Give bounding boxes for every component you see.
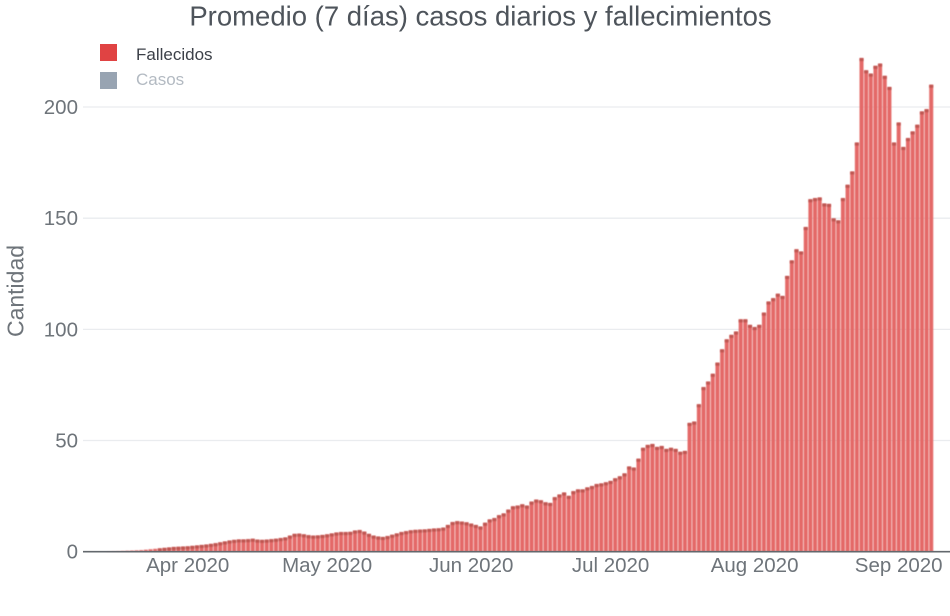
- svg-text:200: 200: [44, 96, 78, 119]
- svg-text:100: 100: [44, 318, 78, 341]
- svg-text:0: 0: [67, 541, 78, 564]
- svg-text:Cantidad: Cantidad: [3, 245, 29, 337]
- svg-text:Fallecidos: Fallecidos: [136, 45, 213, 64]
- svg-text:Apr 2020: Apr 2020: [146, 554, 229, 577]
- svg-text:150: 150: [44, 207, 78, 230]
- svg-text:Sep 2020: Sep 2020: [855, 554, 943, 577]
- svg-text:Jun 2020: Jun 2020: [429, 554, 513, 577]
- svg-text:50: 50: [55, 430, 78, 453]
- svg-text:Aug 2020: Aug 2020: [711, 554, 799, 577]
- svg-text:May 2020: May 2020: [282, 554, 372, 577]
- svg-text:Promedio (7 días) casos diario: Promedio (7 días) casos diarios y fallec…: [189, 1, 771, 32]
- svg-text:Jul 2020: Jul 2020: [572, 554, 650, 577]
- svg-text:Casos: Casos: [136, 70, 184, 89]
